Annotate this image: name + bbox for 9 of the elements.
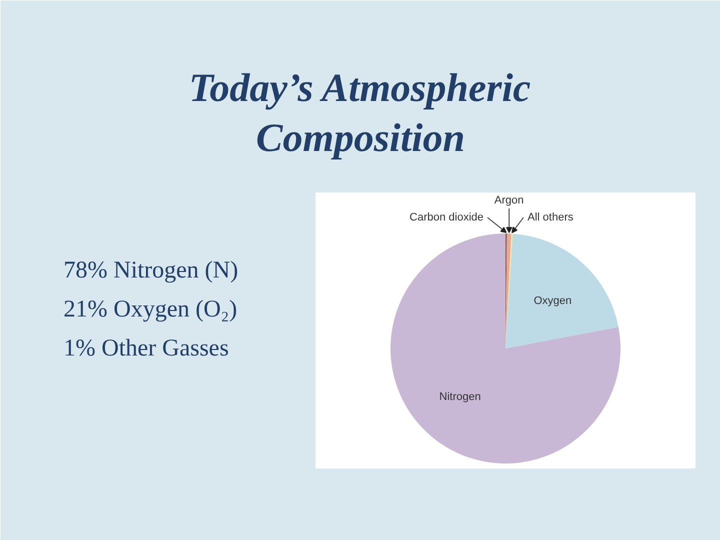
text: 21% Oxygen (O₂) [64, 296, 238, 322]
slice-label: All others [528, 212, 574, 224]
slice-label: Oxygen [534, 295, 572, 308]
slice-label: Nitrogen [439, 391, 481, 404]
text: 1% Other Gasses [64, 336, 229, 362]
slice-label: Carbon dioxide [410, 212, 484, 224]
slice-label: Argon [494, 194, 524, 206]
chart-title: Today’s Atmospheric Composition [188, 65, 531, 160]
text: 78% Nitrogen (N) [64, 258, 238, 284]
